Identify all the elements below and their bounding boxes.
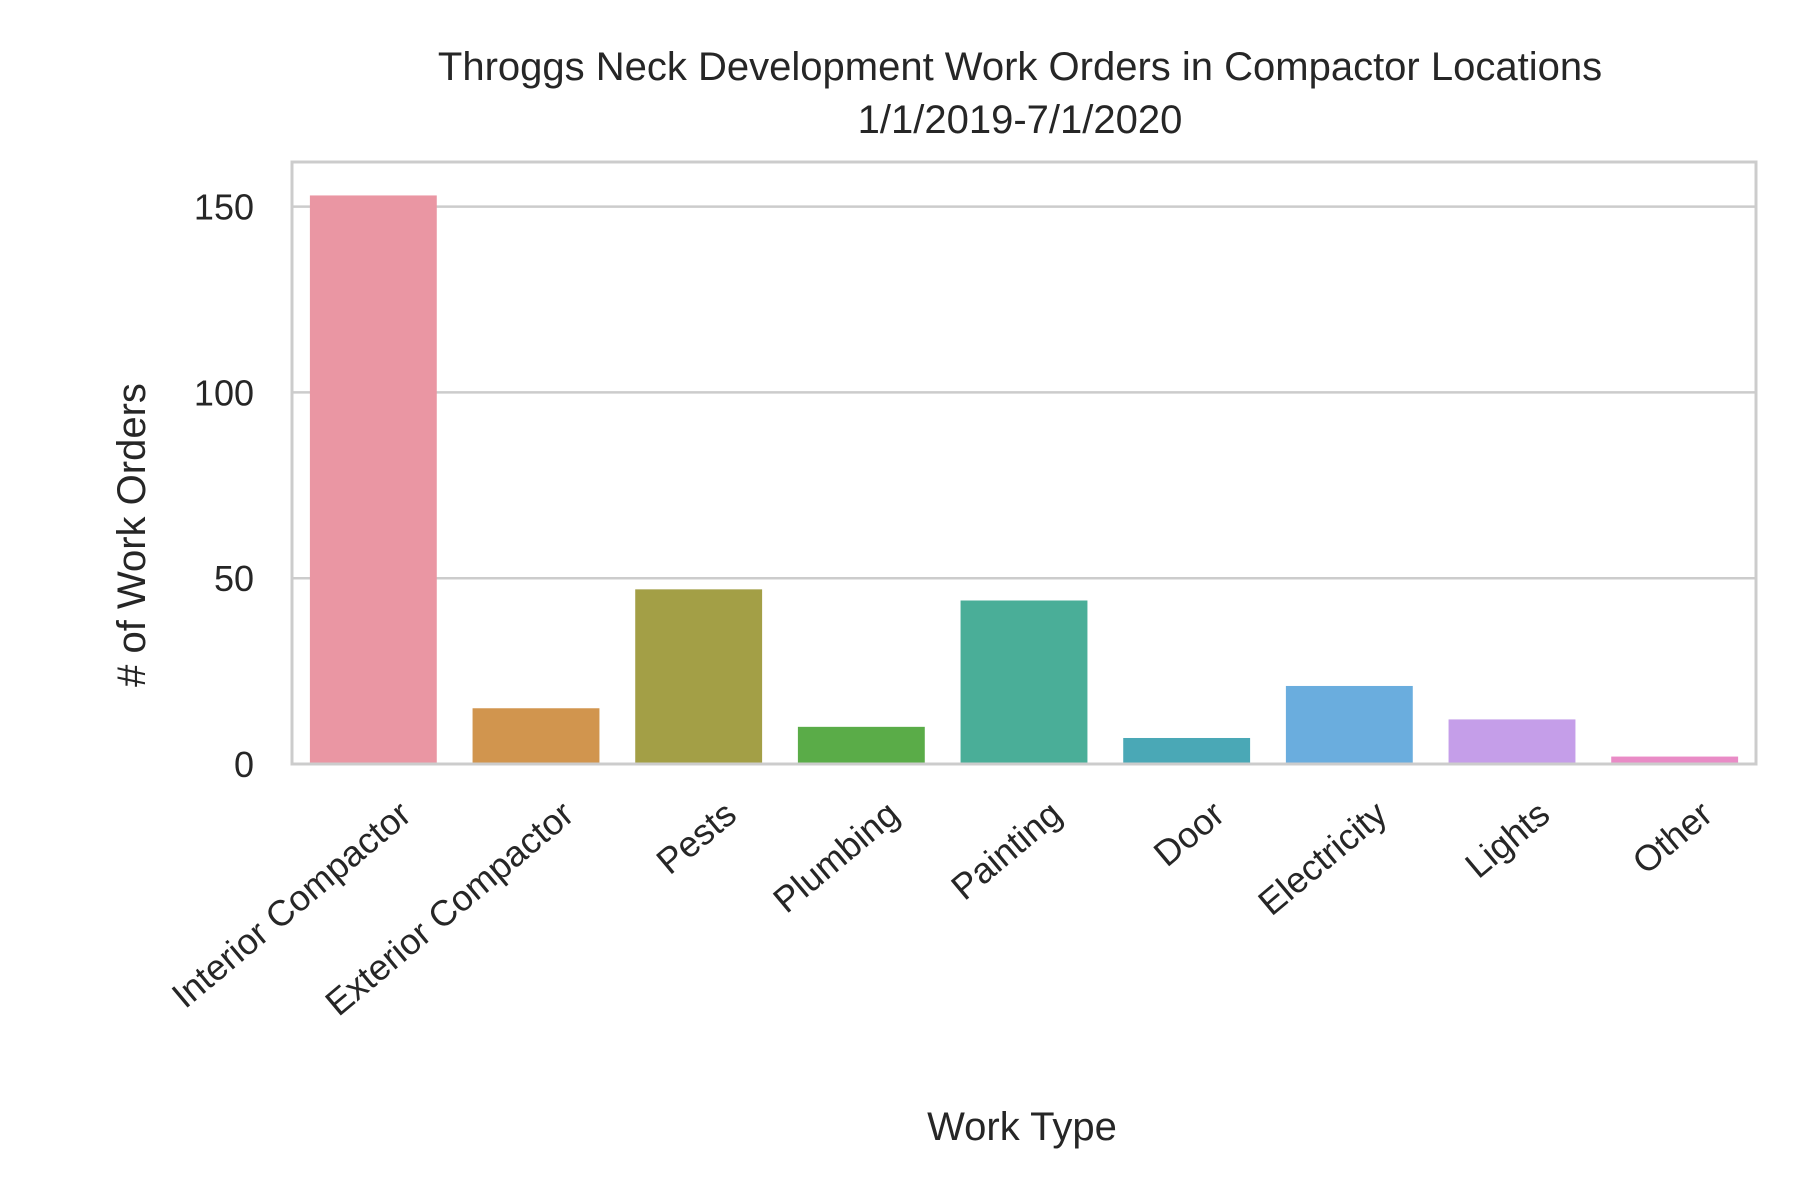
x-tick-label: Pests (648, 793, 743, 882)
bar-painting (960, 600, 1088, 764)
x-tick-label: Lights (1457, 793, 1557, 886)
x-axis-label: Work Type (927, 1105, 1117, 1149)
chart-subtitle: 1/1/2019-7/1/2020 (858, 98, 1183, 142)
x-tick-label: Other (1624, 793, 1719, 882)
bars (309, 195, 1739, 764)
y-tick-labels: 0 50 100 150 (194, 187, 254, 785)
y-tick-label: 100 (194, 372, 254, 413)
bar-pests (635, 589, 763, 764)
bar-door (1123, 737, 1251, 764)
x-tick-label: Plumbing (765, 793, 906, 921)
x-tick-label: Door (1146, 793, 1232, 875)
bar-lights (1448, 719, 1576, 764)
y-tick-label: 50 (214, 558, 254, 599)
x-tick-label: Electricity (1250, 793, 1394, 923)
bar-electricity (1285, 685, 1413, 764)
y-tick-label: 0 (234, 744, 254, 785)
bar-interior-compactor (309, 195, 437, 764)
x-tick-label: Painting (943, 793, 1069, 908)
bar-other (1611, 756, 1739, 764)
bar-exterior-compactor (472, 708, 600, 764)
plot-frame (290, 160, 1758, 766)
y-tick-label: 150 (194, 187, 254, 228)
y-axis-label: # of Work Orders (110, 383, 154, 687)
chart-title: Throggs Neck Development Work Orders in … (438, 45, 1602, 89)
bar-plumbing (797, 726, 925, 764)
